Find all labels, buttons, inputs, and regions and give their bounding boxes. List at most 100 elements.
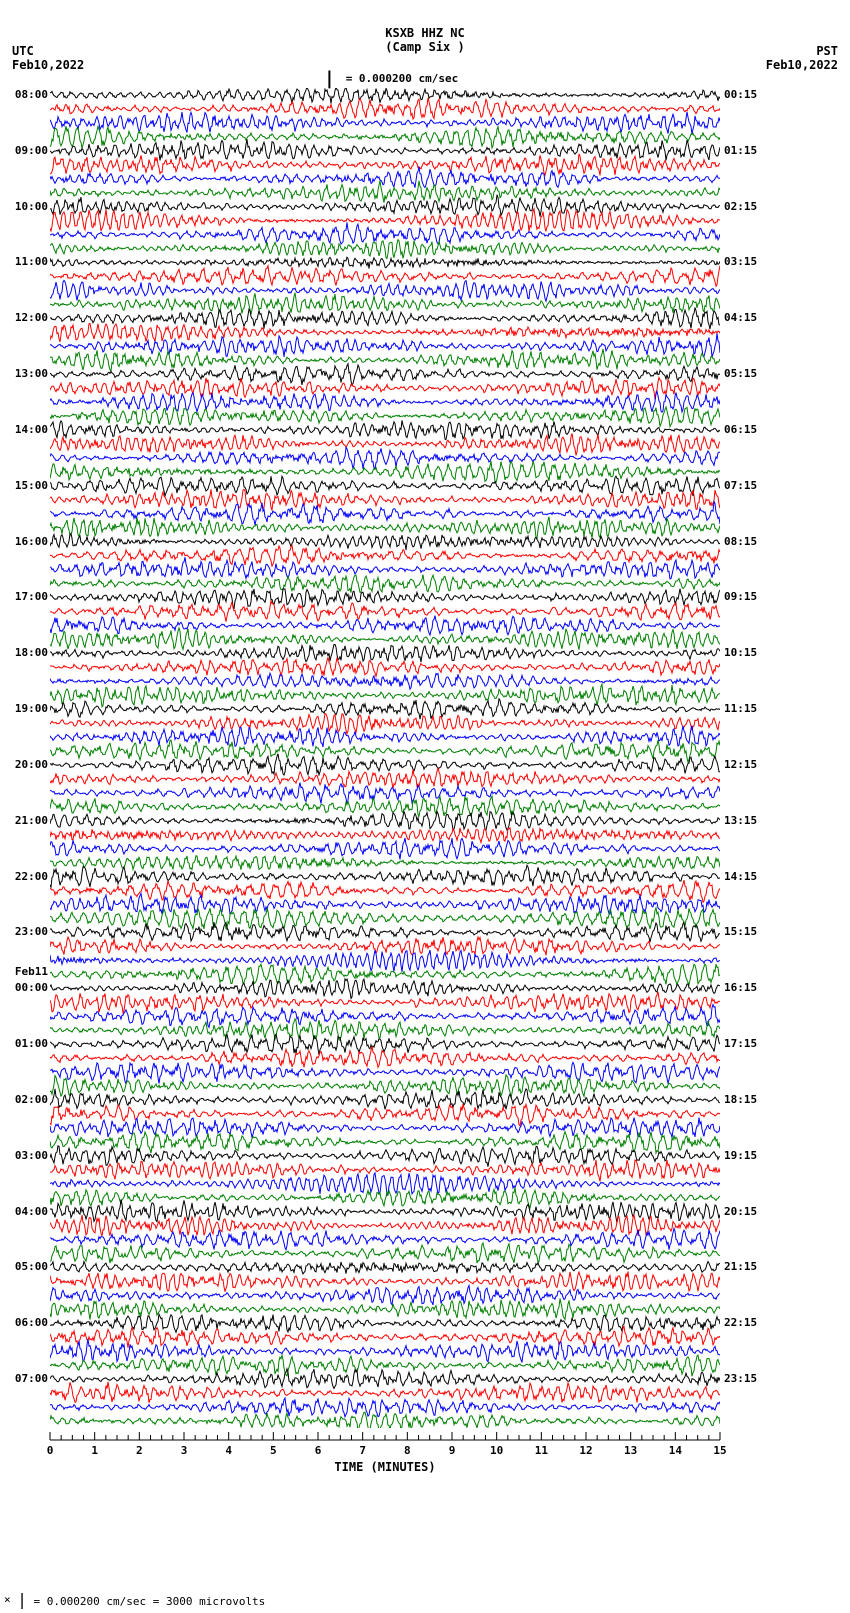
utc-time-label: 04:00 xyxy=(2,1205,48,1218)
trace-line xyxy=(50,557,720,579)
utc-time-label: 03:00 xyxy=(2,1149,48,1162)
utc-time-label: 08:00 xyxy=(2,88,48,101)
trace-line xyxy=(50,545,720,566)
x-tick-label: 12 xyxy=(579,1444,592,1457)
trace-line xyxy=(50,796,720,816)
pst-time-label: 06:15 xyxy=(724,423,784,436)
trace-line xyxy=(50,657,720,676)
trace-line xyxy=(50,644,720,662)
x-axis-title: TIME (MINUTES) xyxy=(50,1460,720,1474)
pst-time-label: 18:15 xyxy=(724,1093,784,1106)
trace-line xyxy=(50,1187,720,1208)
scale-legend: | = 0.000200 cm/sec xyxy=(324,66,458,87)
pst-time-label: 21:15 xyxy=(724,1260,784,1273)
trace-line xyxy=(50,811,720,830)
pst-time-label: 01:15 xyxy=(724,144,784,157)
trace-line xyxy=(50,699,720,720)
utc-time-label: 12:00 xyxy=(2,311,48,324)
pst-time-label: 23:15 xyxy=(724,1372,784,1385)
trace-line xyxy=(50,783,720,804)
utc-time-label: 16:00 xyxy=(2,535,48,548)
trace-line xyxy=(50,992,720,1013)
trace-line xyxy=(50,209,720,232)
x-tick-label: 6 xyxy=(315,1444,322,1457)
trace-line xyxy=(50,979,720,999)
trace-line xyxy=(50,167,720,188)
footer-scale: × | = 0.000200 cm/sec = 3000 microvolts xyxy=(4,1590,265,1609)
trace-line xyxy=(50,112,720,134)
left-date: Feb10,2022 xyxy=(12,58,84,72)
pst-time-label: 14:15 xyxy=(724,870,784,883)
trace-line xyxy=(50,1298,720,1319)
trace-line xyxy=(50,1118,720,1138)
trace-line xyxy=(50,308,720,329)
trace-line xyxy=(50,601,720,622)
x-tick-label: 10 xyxy=(490,1444,503,1457)
trace-line xyxy=(50,1215,720,1236)
trace-line xyxy=(50,908,720,930)
left-tz: UTC xyxy=(12,44,34,58)
trace-line xyxy=(50,1132,720,1154)
x-tick-label: 15 xyxy=(713,1444,726,1457)
utc-time-label: 05:00 xyxy=(2,1260,48,1273)
trace-line xyxy=(50,950,720,972)
trace-line xyxy=(50,1355,720,1376)
pst-time-label: 10:15 xyxy=(724,646,784,659)
trace-line xyxy=(50,673,720,689)
utc-time-label: 01:00 xyxy=(2,1037,48,1050)
pst-time-label: 13:15 xyxy=(724,814,784,827)
pst-time-label: 05:15 xyxy=(724,367,784,380)
trace-line xyxy=(50,838,720,860)
utc-time-label: 00:00 xyxy=(2,981,48,994)
pst-time-label: 20:15 xyxy=(724,1205,784,1218)
trace-line xyxy=(50,714,720,734)
trace-line xyxy=(50,181,720,203)
x-tick-label: 8 xyxy=(404,1444,411,1457)
trace-line xyxy=(50,1062,720,1083)
utc-time-label: 19:00 xyxy=(2,702,48,715)
trace-line xyxy=(50,575,720,593)
trace-line xyxy=(50,1034,720,1055)
utc-time-label: 11:00 xyxy=(2,255,48,268)
trace-line xyxy=(50,333,720,357)
utc-time-label: 23:00 xyxy=(2,925,48,938)
utc-time-label: 10:00 xyxy=(2,200,48,213)
utc-time-label: 02:00 xyxy=(2,1093,48,1106)
pst-time-label: 11:15 xyxy=(724,702,784,715)
trace-line xyxy=(50,1146,720,1167)
station-title-2: (Camp Six ) xyxy=(0,40,850,54)
trace-line xyxy=(50,378,720,400)
trace-line xyxy=(50,240,720,259)
x-tick-label: 2 xyxy=(136,1444,143,1457)
x-tick-label: 14 xyxy=(669,1444,682,1457)
trace-line xyxy=(50,257,720,268)
utc-time-label: 20:00 xyxy=(2,758,48,771)
trace-line xyxy=(50,98,720,119)
utc-time-label: 15:00 xyxy=(2,479,48,492)
x-tick-label: 4 xyxy=(225,1444,232,1457)
pst-time-label: 12:15 xyxy=(724,758,784,771)
pst-time-label: 16:15 xyxy=(724,981,784,994)
trace-line xyxy=(50,1286,720,1306)
pst-time-label: 22:15 xyxy=(724,1316,784,1329)
x-tick-label: 1 xyxy=(91,1444,98,1457)
x-axis xyxy=(48,1430,722,1460)
trace-line xyxy=(50,1272,720,1292)
trace-line xyxy=(50,407,720,427)
pst-time-label: 15:15 xyxy=(724,925,784,938)
trace-line xyxy=(50,476,720,496)
trace-line xyxy=(50,1243,720,1263)
x-tick-label: 7 xyxy=(359,1444,366,1457)
trace-line xyxy=(50,1089,720,1110)
utc-time-label: 22:00 xyxy=(2,870,48,883)
pst-time-label: 09:15 xyxy=(724,590,784,603)
trace-line xyxy=(50,517,720,539)
trace-line xyxy=(50,324,720,342)
trace-line xyxy=(50,1173,720,1196)
trace-line xyxy=(50,1314,720,1332)
pst-time-label: 04:15 xyxy=(724,311,784,324)
trace-line xyxy=(50,1398,720,1417)
trace-line xyxy=(50,828,720,843)
trace-line xyxy=(50,1262,720,1274)
trace-line xyxy=(50,489,720,510)
